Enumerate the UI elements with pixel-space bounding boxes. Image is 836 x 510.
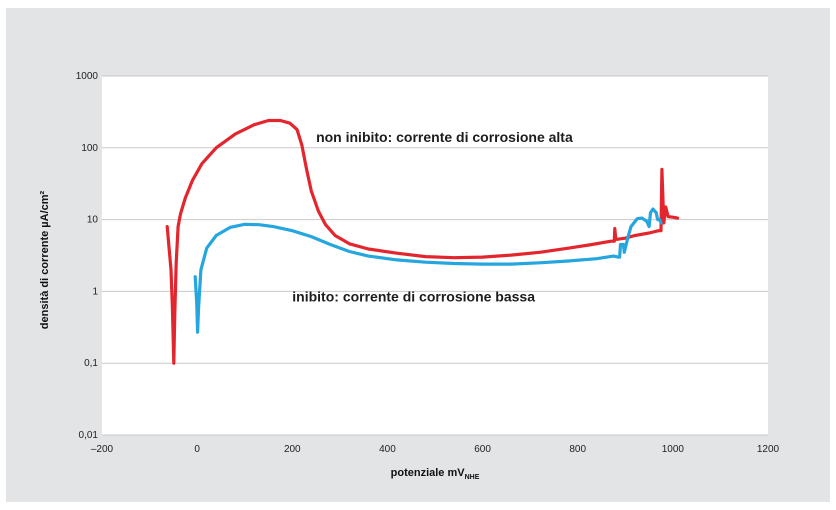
annotation-uninhibited: non inibito: corrente di corrosione alta <box>316 129 573 145</box>
series-line-1 <box>193 207 663 334</box>
x-tick-label: 800 <box>569 444 586 455</box>
x-tick-label: 400 <box>379 444 396 455</box>
gridlines <box>102 75 768 436</box>
x-tick-label: 1200 <box>757 444 780 455</box>
y-tick-label: 10 <box>87 215 99 226</box>
x-axis-ticks: –200 0 200 400 600 800 1000 1200 <box>91 444 780 455</box>
series-group <box>165 118 680 365</box>
x-tick-label: 200 <box>284 444 301 455</box>
y-tick-label: 0,01 <box>79 430 99 441</box>
chart-panel: 1000 100 10 1 0,1 0,01 –200 0 200 400 600 800 1000 1… <box>6 8 830 502</box>
series-line-0 <box>165 118 680 365</box>
y-tick-label: 0,1 <box>84 358 98 369</box>
y-tick-label: 1000 <box>76 71 99 82</box>
x-axis-label-subscript: NHE <box>465 474 480 481</box>
y-tick-label: 100 <box>81 143 98 154</box>
x-tick-label: 1000 <box>662 444 685 455</box>
annotation-inhibited: inibito: corrente di corrosione bassa <box>292 289 535 305</box>
y-tick-label: 1 <box>92 286 98 297</box>
y-axis-ticks: 1000 100 10 1 0,1 0,01 <box>76 71 99 441</box>
x-tick-label: 0 <box>194 444 200 455</box>
x-axis-label: potenziale mVNHE <box>391 467 480 481</box>
x-tick-label: 600 <box>474 444 491 455</box>
y-axis-label: densità di corrente µA/cm² <box>39 190 51 329</box>
x-tick-label: –200 <box>91 444 114 455</box>
x-axis-label-main: potenziale mV <box>391 467 466 479</box>
